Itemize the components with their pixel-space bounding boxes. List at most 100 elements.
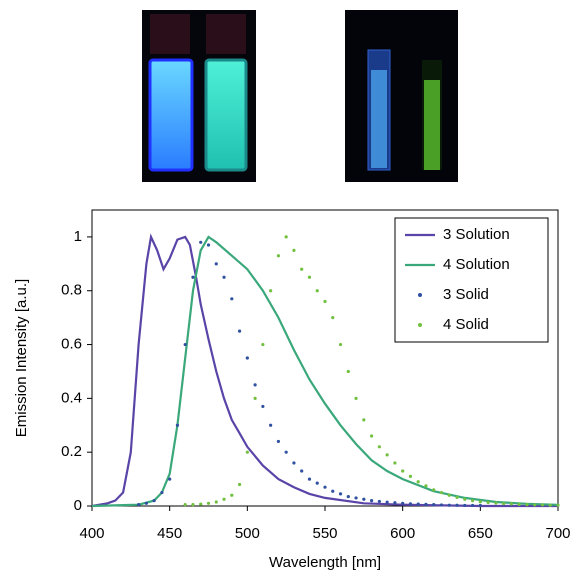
series-dot xyxy=(393,461,397,465)
series-dot xyxy=(323,485,327,489)
series-dot xyxy=(199,502,203,506)
series-dot xyxy=(137,503,141,507)
series-dot xyxy=(307,275,312,279)
series-dot xyxy=(175,423,180,427)
series-dot xyxy=(424,502,428,506)
series-dot xyxy=(276,439,280,444)
series-dot xyxy=(230,493,234,497)
series-dot xyxy=(548,503,552,507)
series-dot xyxy=(323,299,327,304)
series-dot xyxy=(276,254,280,258)
x-tick-label: 700 xyxy=(545,525,570,542)
series-dot xyxy=(346,494,350,499)
series-dot xyxy=(222,275,226,279)
x-axis-label: Wavelength [nm] xyxy=(269,554,381,571)
series-dot xyxy=(168,477,172,481)
series-dot xyxy=(377,445,381,449)
x-tick-label: 600 xyxy=(390,525,415,542)
series-dot xyxy=(315,289,319,293)
series-dot xyxy=(292,461,296,465)
y-tick-label: 0 xyxy=(74,497,82,514)
y-tick-label: 0.2 xyxy=(61,443,82,460)
series-dot xyxy=(183,503,187,507)
series-dot xyxy=(447,493,451,497)
series-dot xyxy=(292,248,296,252)
series-dot xyxy=(214,262,218,266)
series-dot xyxy=(447,503,451,507)
series-dot xyxy=(463,503,467,508)
series-dot xyxy=(152,499,156,503)
series-dot xyxy=(408,502,413,506)
series-dot xyxy=(253,383,257,387)
series-dot xyxy=(206,243,211,247)
series-dot xyxy=(416,502,420,506)
series-dot xyxy=(533,503,537,507)
legend-swatch xyxy=(418,323,422,327)
x-tick-label: 650 xyxy=(468,525,493,542)
series-dot xyxy=(315,481,319,485)
series-dot xyxy=(385,500,389,504)
photo-solutions xyxy=(142,10,256,182)
x-tick-label: 450 xyxy=(157,525,182,542)
series-dot xyxy=(160,490,164,495)
legend-label: 3 Solid xyxy=(443,286,489,303)
series-dot xyxy=(253,396,257,400)
series-dot xyxy=(517,502,521,506)
series-dot xyxy=(370,499,374,503)
series-dot xyxy=(222,497,226,501)
legend-label: 3 Solution xyxy=(443,226,510,243)
series-dot xyxy=(432,488,436,492)
series-dot xyxy=(432,503,436,507)
series-dot xyxy=(261,404,265,409)
legend-box xyxy=(394,217,549,343)
series-dot xyxy=(370,434,374,438)
series-dot xyxy=(245,450,249,454)
series-dot xyxy=(230,297,234,301)
y-tick-label: 0.8 xyxy=(61,282,82,299)
series-dot xyxy=(338,492,343,496)
series-dot xyxy=(416,480,420,484)
photo-solids xyxy=(345,10,458,182)
series-dot xyxy=(269,423,273,427)
series-dot xyxy=(354,496,358,500)
series-dot xyxy=(331,489,335,493)
series-dot xyxy=(509,502,513,506)
y-axis-label: Emission Intensity [a.u.] xyxy=(13,279,30,437)
series-dot xyxy=(237,329,242,333)
series-dot xyxy=(362,418,366,422)
series-dot xyxy=(439,490,444,495)
series-dot xyxy=(300,267,304,271)
series-dot xyxy=(214,500,218,504)
series-dot xyxy=(144,501,148,505)
x-tick-label: 550 xyxy=(312,525,337,542)
series-dot xyxy=(478,500,482,504)
series-dot xyxy=(470,503,475,508)
series-dot xyxy=(470,499,475,503)
series-dot xyxy=(206,501,211,505)
y-tick-label: 0.4 xyxy=(61,389,82,406)
series-dot xyxy=(191,275,195,279)
series-dot xyxy=(556,503,560,507)
x-tick-label: 500 xyxy=(235,525,260,542)
series-dot xyxy=(346,369,350,374)
series-dot xyxy=(494,501,498,505)
series-dot xyxy=(455,495,459,499)
series-dot xyxy=(261,342,265,347)
series-dot xyxy=(463,497,467,501)
series-dot xyxy=(269,289,273,293)
series-dot xyxy=(237,482,242,487)
series-dot xyxy=(338,342,343,347)
series-dot xyxy=(401,469,405,473)
series-dot xyxy=(525,503,529,507)
series-dot xyxy=(284,450,288,454)
series-dot xyxy=(183,342,187,347)
legend-swatch xyxy=(418,293,422,297)
series-dot xyxy=(245,356,249,360)
series-dot xyxy=(478,503,482,508)
series-dot xyxy=(408,474,413,478)
series-dot xyxy=(284,235,288,239)
series-line xyxy=(91,233,558,508)
series-dot xyxy=(300,469,304,473)
y-tick-label: 0.6 xyxy=(61,336,82,353)
